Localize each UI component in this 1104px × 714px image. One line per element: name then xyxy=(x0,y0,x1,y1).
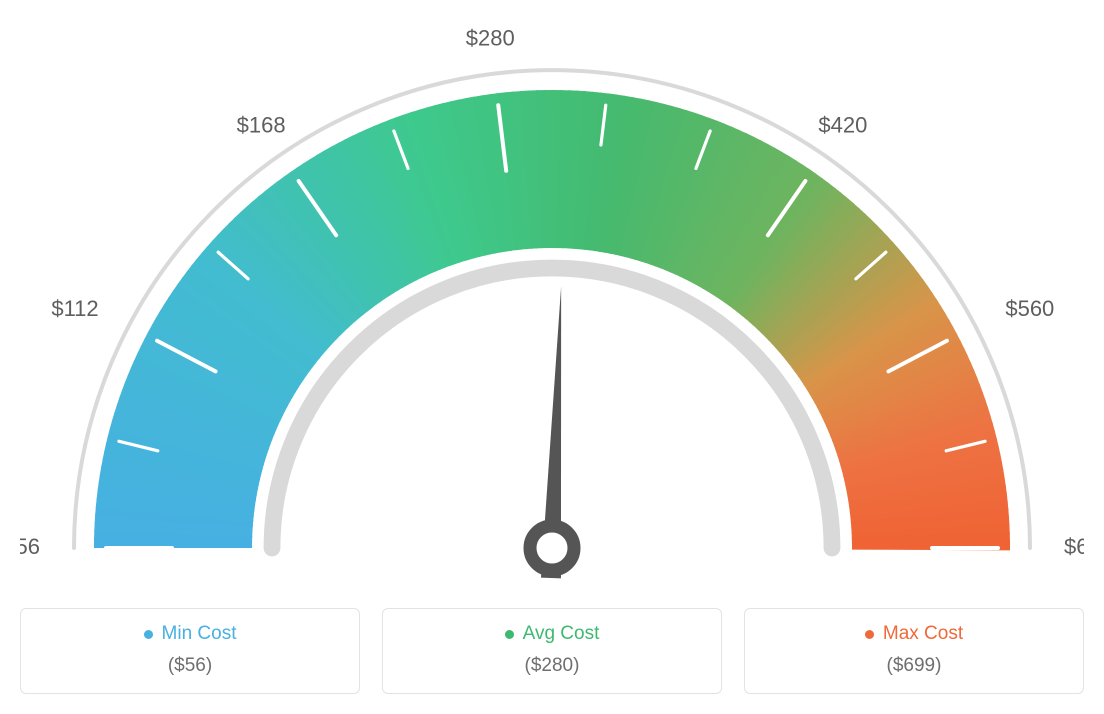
gauge-tick-label: $280 xyxy=(466,26,515,51)
dot-icon xyxy=(505,630,514,639)
legend-min-value: ($56) xyxy=(21,655,359,677)
legend-card-min: Min Cost ($56) xyxy=(20,608,360,694)
gauge-tick-label: $112 xyxy=(51,296,98,321)
gauge-tick-label: $560 xyxy=(1005,296,1054,321)
gauge-tick-label: $699 xyxy=(1064,534,1084,559)
legend-avg-label: Avg Cost xyxy=(523,623,600,645)
legend-avg-value: ($280) xyxy=(383,655,721,677)
dot-icon xyxy=(144,630,153,639)
gauge-tick-label: $168 xyxy=(237,112,286,137)
gauge-tick-label: $56 xyxy=(20,534,40,559)
legend-row: Min Cost ($56) Avg Cost ($280) Max Cost … xyxy=(20,608,1084,694)
legend-min-label: Min Cost xyxy=(162,623,237,645)
gauge-pivot xyxy=(530,526,574,570)
legend-card-avg: Avg Cost ($280) xyxy=(382,608,722,694)
gauge-tick-label: $420 xyxy=(818,112,867,137)
cost-gauge: $56 $112 $168 $280 $420 $560 $699 xyxy=(20,20,1084,580)
dot-icon xyxy=(865,630,874,639)
legend-max-value: ($699) xyxy=(745,655,1083,677)
legend-max-label: Max Cost xyxy=(883,623,963,645)
legend-card-max: Max Cost ($699) xyxy=(744,608,1084,694)
